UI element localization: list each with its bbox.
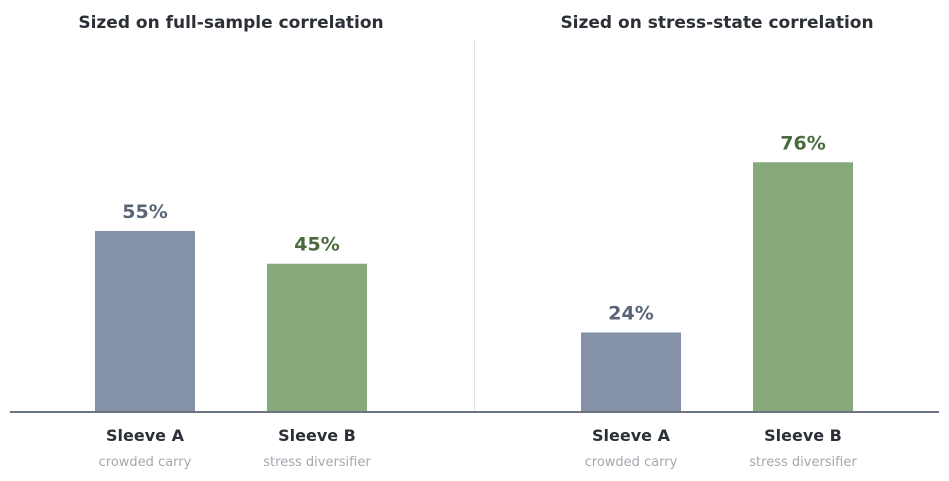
x-tick-sublabel: crowded carry xyxy=(585,455,678,470)
chart-title: Sized on stress-state correlation xyxy=(560,13,873,33)
data-label: 24% xyxy=(608,302,653,324)
chart-title: Sized on full-sample correlation xyxy=(78,13,383,33)
x-tick-label: Sleeve B xyxy=(764,426,842,445)
bar xyxy=(95,231,195,411)
x-tick-label: Sleeve A xyxy=(106,426,185,445)
data-label: 45% xyxy=(294,234,339,256)
data-label: 55% xyxy=(122,201,167,223)
x-tick-label: Sleeve A xyxy=(592,426,671,445)
bar xyxy=(753,162,853,411)
x-tick-sublabel: stress diversifier xyxy=(263,455,371,470)
bar xyxy=(267,263,367,411)
x-tick-sublabel: crowded carry xyxy=(99,455,192,470)
x-tick-sublabel: stress diversifier xyxy=(749,455,857,470)
bar xyxy=(581,332,681,411)
x-tick-label: Sleeve B xyxy=(278,426,356,445)
data-label: 76% xyxy=(780,132,825,154)
